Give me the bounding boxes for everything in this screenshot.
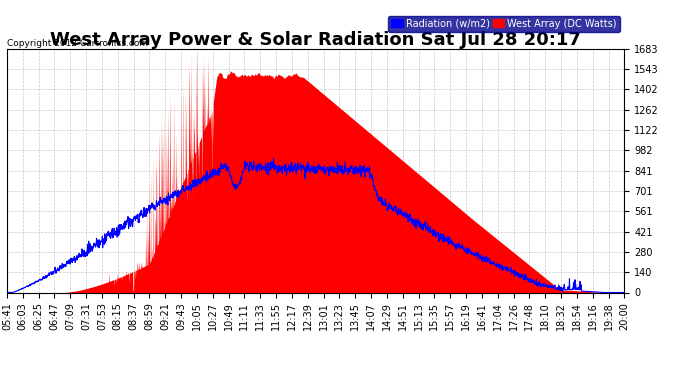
Text: Copyright 2012 Cartronics.com: Copyright 2012 Cartronics.com xyxy=(7,39,148,48)
Legend: Radiation (w/m2), West Array (DC Watts): Radiation (w/m2), West Array (DC Watts) xyxy=(388,16,620,32)
Title: West Array Power & Solar Radiation Sat Jul 28 20:17: West Array Power & Solar Radiation Sat J… xyxy=(50,31,581,49)
